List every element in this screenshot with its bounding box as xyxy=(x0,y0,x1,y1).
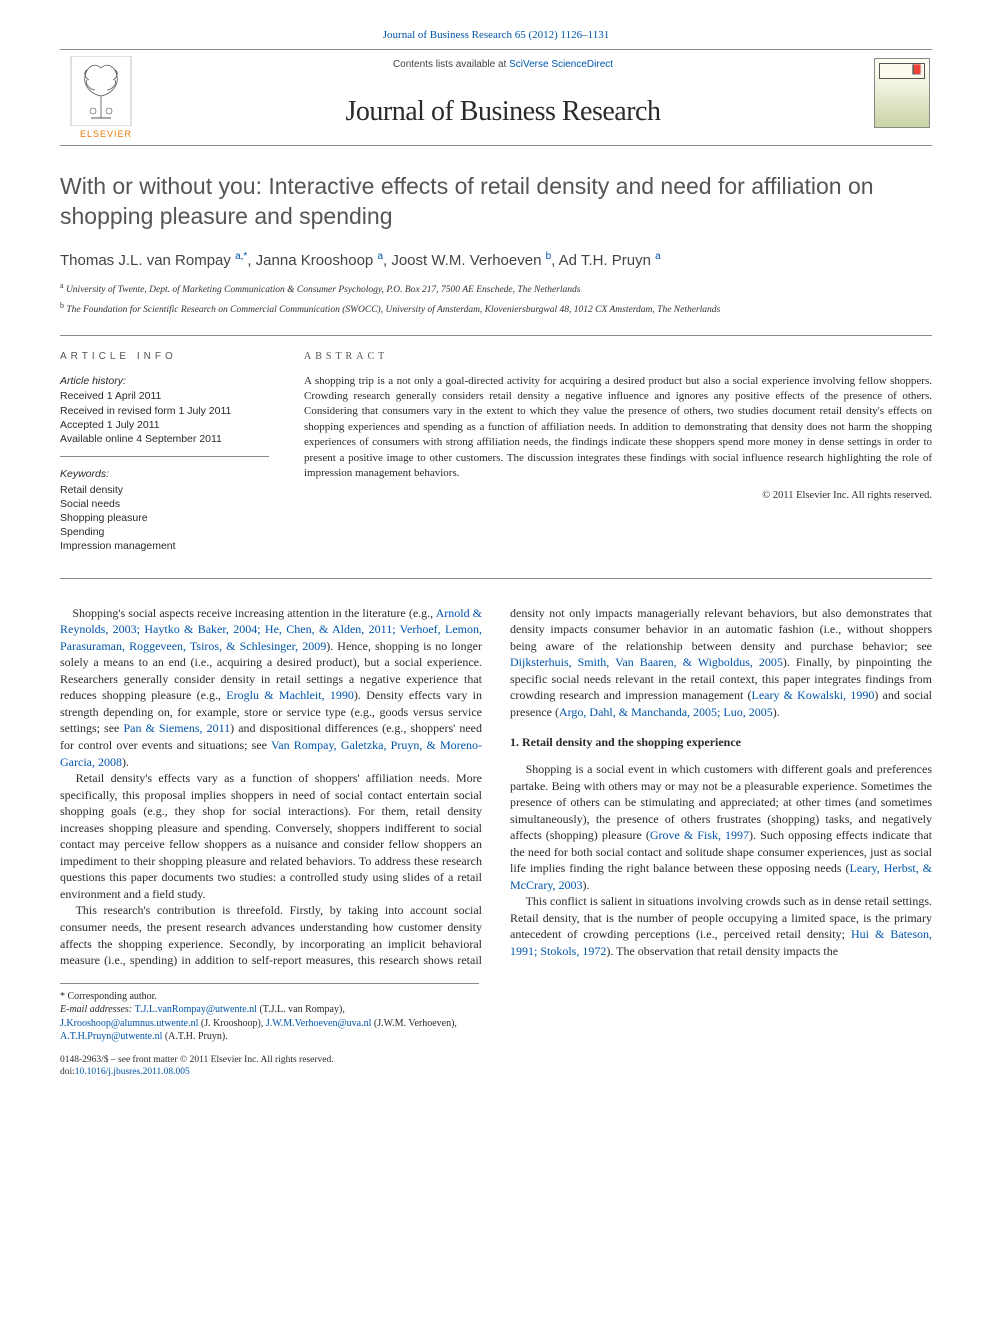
keyword: Retail density xyxy=(60,483,269,497)
article-info-label: ARTICLE INFO xyxy=(60,350,269,364)
author: Joost W.M. Verhoeven b xyxy=(391,252,551,269)
elsevier-tree-icon xyxy=(70,56,132,126)
history-line: Accepted 1 July 2011 xyxy=(60,418,269,432)
body-paragraph: Shopping's social aspects receive increa… xyxy=(60,605,482,770)
email-link[interactable]: A.T.H.Pruyn@utwente.nl xyxy=(60,1031,162,1042)
article-title: With or without you: Interactive effects… xyxy=(60,172,932,232)
keyword: Shopping pleasure xyxy=(60,511,269,525)
body-paragraph: Retail density's effects vary as a funct… xyxy=(60,770,482,902)
affiliation: a University of Twente, Dept. of Marketi… xyxy=(60,281,932,297)
citation-link[interactable]: Argo, Dahl, & Manchanda, 2005; Luo, 2005 xyxy=(559,705,773,719)
email-addresses: E-mail addresses: T.J.L.vanRompay@utwent… xyxy=(60,1003,479,1044)
body-paragraph: This conflict is salient in situations i… xyxy=(510,893,932,959)
issn-copyright: 0148-2963/$ – see front matter © 2011 El… xyxy=(60,1054,479,1067)
email-link[interactable]: T.J.L.vanRompay@utwente.nl xyxy=(135,1004,257,1015)
article-info-panel: ARTICLE INFO Article history: Received 1… xyxy=(60,336,285,578)
history-heading: Article history: xyxy=(60,374,269,389)
citation-link[interactable]: Leary & Kowalski, 1990 xyxy=(751,688,874,702)
top-citation: Journal of Business Research 65 (2012) 1… xyxy=(60,28,932,43)
author-list: Thomas J.L. van Rompay a,*, Janna Kroosh… xyxy=(60,250,932,271)
journal-name: Journal of Business Research xyxy=(140,92,866,131)
citation-link[interactable]: Dijksterhuis, Smith, Van Baaren, & Wigbo… xyxy=(510,655,783,669)
contents-available: Contents lists available at SciVerse Sci… xyxy=(140,58,866,72)
email-link[interactable]: J.Krooshoop@alumnus.utwente.nl xyxy=(60,1018,198,1029)
top-citation-link[interactable]: Journal of Business Research 65 (2012) 1… xyxy=(383,29,610,41)
keyword: Social needs xyxy=(60,497,269,511)
body-paragraph: Shopping is a social event in which cust… xyxy=(510,761,932,893)
keyword: Impression management xyxy=(60,539,269,553)
history-line: Available online 4 September 2011 xyxy=(60,432,269,446)
section-heading: 1. Retail density and the shopping exper… xyxy=(510,734,932,751)
keyword: Spending xyxy=(60,525,269,539)
abstract-text: A shopping trip is a not only a goal-dir… xyxy=(304,374,932,482)
citation-link[interactable]: Grove & Fisk, 1997 xyxy=(650,828,749,842)
masthead: ELSEVIER Contents lists available at Sci… xyxy=(60,49,932,146)
history-line: Received 1 April 2011 xyxy=(60,389,269,403)
affiliation: b The Foundation for Scientific Research… xyxy=(60,301,932,317)
sciencedirect-link[interactable]: SciVerse ScienceDirect xyxy=(509,59,613,70)
keywords-heading: Keywords: xyxy=(60,467,269,482)
article-body: Shopping's social aspects receive increa… xyxy=(60,605,932,969)
abstract-panel: ABSTRACT A shopping trip is a not only a… xyxy=(285,336,932,578)
footnotes: * Corresponding author. E-mail addresses… xyxy=(60,983,479,1044)
publisher-name: ELSEVIER xyxy=(80,128,132,141)
author: Thomas J.L. van Rompay a,* xyxy=(60,252,247,269)
corresponding-note: * Corresponding author. xyxy=(60,990,479,1004)
front-matter-meta: 0148-2963/$ – see front matter © 2011 El… xyxy=(60,1054,479,1080)
journal-cover-thumbnail: 📕 xyxy=(866,50,932,145)
citation-link[interactable]: Pan & Siemens, 2011 xyxy=(123,721,230,735)
email-link[interactable]: J.W.M.Verhoeven@uva.nl xyxy=(266,1018,372,1029)
publisher-logo: ELSEVIER xyxy=(60,50,140,145)
abstract-label: ABSTRACT xyxy=(304,350,932,364)
citation-link[interactable]: Eroglu & Machleit, 1990 xyxy=(226,688,354,702)
history-line: Received in revised form 1 July 2011 xyxy=(60,404,269,418)
author: Janna Krooshoop a xyxy=(256,252,383,269)
doi-link[interactable]: 10.1016/j.jbusres.2011.08.005 xyxy=(75,1067,190,1077)
abstract-copyright: © 2011 Elsevier Inc. All rights reserved… xyxy=(304,489,932,504)
doi-line: doi:10.1016/j.jbusres.2011.08.005 xyxy=(60,1066,479,1079)
author: Ad T.H. Pruyn a xyxy=(559,252,661,269)
